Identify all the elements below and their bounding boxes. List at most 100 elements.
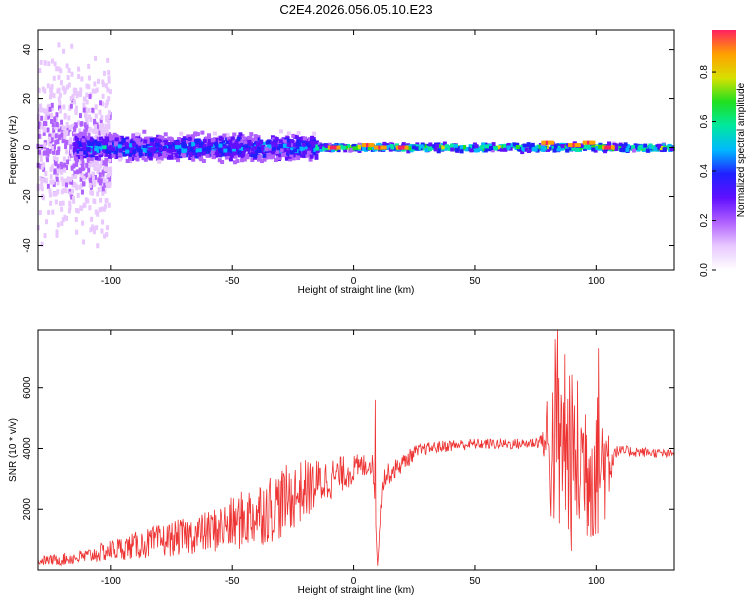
spectrogram-cell: [104, 161, 108, 167]
spectrogram-cell: [258, 140, 263, 145]
spectrogram-cell: [216, 152, 221, 157]
spectrogram-cell: [312, 131, 317, 136]
spectrogram-cell: [65, 63, 69, 69]
spectrogram-cell: [80, 76, 84, 82]
spectrogram-cell: [56, 163, 60, 169]
spectrogram-frame: [37, 29, 675, 271]
spectrogram-cell: [107, 167, 111, 173]
spectrogram-cell: [44, 109, 48, 115]
spectrogram-cell: [87, 172, 91, 178]
spectrogram-cell: [645, 148, 650, 153]
spectrogram-cell: [517, 147, 522, 152]
spectrogram-cell: [334, 145, 339, 150]
spectrogram-cell: [54, 191, 58, 197]
spectrogram-cell: [59, 108, 63, 114]
spectrogram-cell: [225, 140, 230, 145]
spectrogram-cell: [108, 89, 112, 95]
spectrogram-cell: [83, 96, 87, 102]
spectrogram-cell: [264, 155, 269, 160]
x-tick-label: 0: [351, 276, 357, 287]
spectrogram-cell: [105, 100, 109, 106]
spectrogram-cell: [242, 136, 247, 141]
spectrogram-cell: [378, 145, 383, 150]
y-tick-label: -20: [22, 189, 33, 204]
spectrogram-cell: [62, 181, 66, 187]
spectrogram-cell: [155, 142, 160, 147]
spectrogram-cell: [213, 153, 218, 158]
spectrogram-cell: [453, 144, 458, 149]
spectrogram-cell: [109, 171, 113, 177]
spectrogram-cell: [433, 147, 438, 152]
spectrogram-cell: [472, 144, 477, 149]
spectrogram-cell: [47, 103, 51, 109]
spectrogram-cell: [72, 163, 76, 169]
spectrogram-cell: [201, 158, 206, 163]
spectrogram-cell: [77, 74, 81, 80]
spectrogram-cell: [50, 118, 54, 124]
spectrogram-cell: [191, 141, 196, 146]
spectrogram-cell: [86, 128, 90, 134]
spectrogram-cell: [239, 139, 244, 144]
spectrogram-cell: [296, 131, 301, 136]
spectrogram-cell: [286, 143, 291, 148]
spectrogram-cell: [156, 134, 161, 139]
spectrogram-cell: [226, 136, 231, 141]
spectrogram-cell: [191, 157, 196, 162]
colorbar-tick-label: 0.0: [699, 263, 710, 277]
spectrogram-cell: [100, 228, 104, 234]
spectrogram-cell: [38, 149, 42, 155]
spectrogram-cell: [50, 164, 54, 170]
spectrogram-cell: [343, 148, 348, 153]
spectrogram-cell: [101, 169, 105, 175]
spectrogram-cell: [240, 134, 245, 139]
spectrogram-cell: [169, 153, 174, 158]
spectrogram-cell: [55, 176, 59, 182]
spectrogram-cell: [79, 176, 83, 182]
spectrogram-cell: [169, 155, 174, 160]
spectrogram-cell: [56, 222, 60, 228]
spectrogram-cell: [255, 141, 260, 146]
spectrogram-cell: [107, 138, 112, 143]
spectrogram-cell: [631, 148, 636, 153]
spectrogram-cell: [373, 145, 378, 150]
spectrogram-cell: [104, 83, 108, 89]
spectrogram-cell: [240, 155, 245, 160]
spectrogram-cell: [310, 135, 315, 140]
spectrogram-cell: [40, 164, 44, 170]
spectrogram-cell: [79, 91, 83, 97]
spectrogram-cell: [298, 136, 303, 141]
spectrogram-cell: [50, 112, 54, 118]
spectrogram-cell: [416, 145, 421, 150]
spectrogram-cell: [48, 133, 52, 139]
spectrogram-cell: [614, 146, 619, 151]
spectrogram-cell: [88, 205, 92, 211]
spectrogram-cell: [60, 220, 64, 226]
spectrogram-cell: [59, 161, 63, 167]
spectrogram-cell: [531, 147, 536, 152]
spectrogram-cell: [122, 146, 127, 151]
x-tick-label: -50: [225, 576, 240, 587]
spectrogram-cell: [249, 138, 254, 143]
spectrogram-cell: [104, 115, 108, 121]
spectrogram-cell: [407, 146, 412, 151]
spectrogram-cell: [53, 117, 57, 123]
spectrogram-cell: [269, 141, 274, 146]
spectrogram-cell: [62, 104, 66, 110]
spectrogram-cell: [230, 136, 235, 141]
spectrogram-cell: [220, 160, 225, 165]
spectrogram-cell: [545, 140, 550, 145]
spectrogram-cell: [619, 148, 624, 153]
spectrogram-cell: [228, 157, 233, 162]
spectrogram-cell: [258, 143, 263, 148]
x-tick-label: -50: [225, 276, 240, 287]
spectrogram-cell: [295, 142, 300, 147]
spectrogram-cell: [201, 151, 206, 156]
spectrogram-cell: [205, 153, 210, 158]
spectrogram-cell: [95, 141, 100, 146]
spectrogram-cell: [74, 183, 78, 189]
spectrogram-cell: [118, 147, 123, 152]
spectrogram-cell: [83, 112, 87, 118]
spectrogram-cell: [401, 142, 406, 147]
spectrogram-cell: [314, 153, 319, 158]
spectrogram-cell: [78, 168, 82, 174]
